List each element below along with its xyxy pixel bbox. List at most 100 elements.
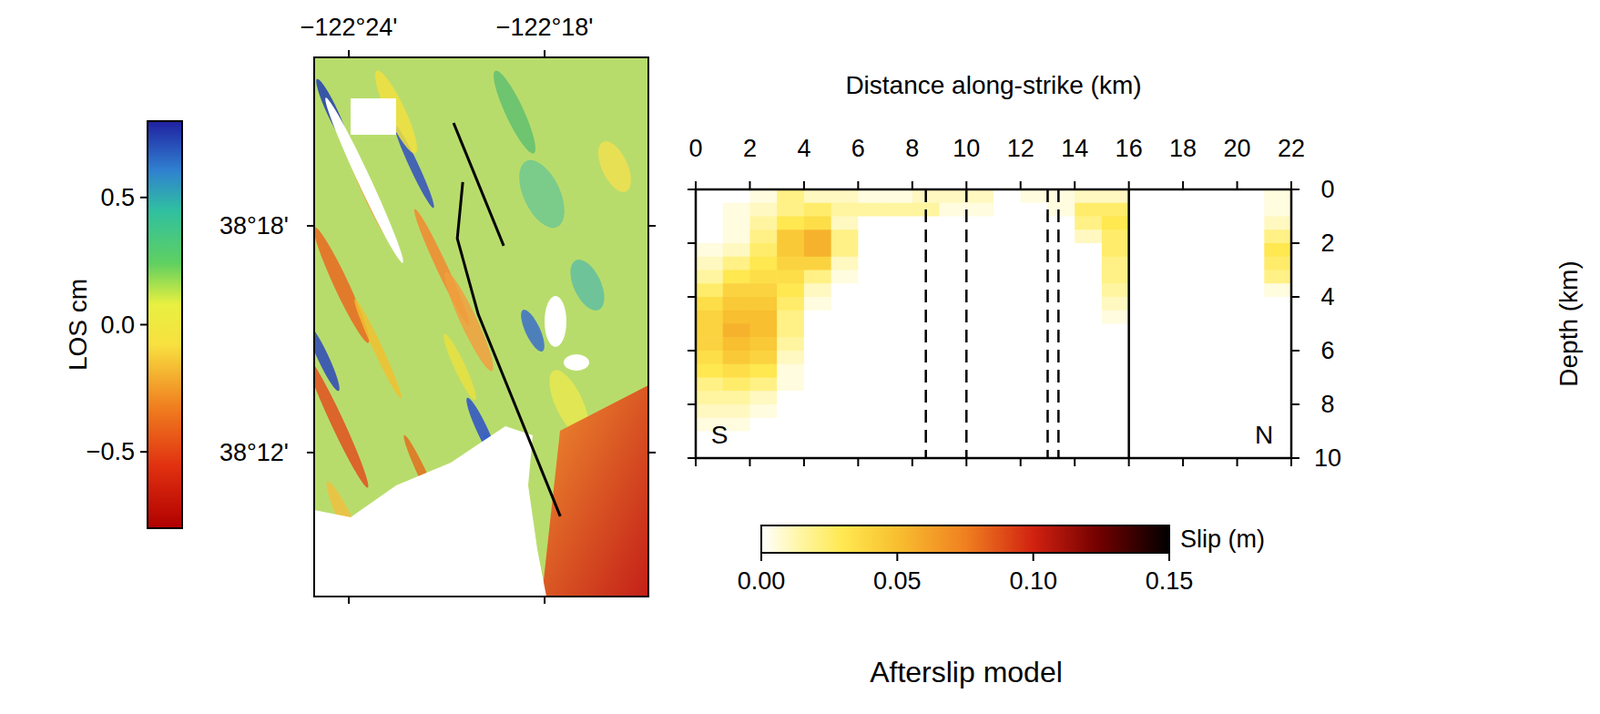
slip-cell (1020, 243, 1049, 257)
slip-cell (1210, 310, 1238, 325)
slip-cell (1237, 310, 1265, 325)
slip-cell (993, 417, 1021, 432)
slip-cell (831, 229, 859, 244)
slip-cell (749, 377, 777, 392)
slip-cell (1047, 189, 1075, 204)
y-tick-label: 38°12' (219, 438, 289, 467)
slip-cell (1263, 364, 1292, 378)
slip-cell (1155, 243, 1183, 257)
slip-cell (1237, 324, 1265, 338)
x-tick (1290, 181, 1293, 190)
x-tick-label: 2 (743, 134, 757, 163)
slip-cell (1074, 404, 1102, 418)
slip-cell (776, 229, 805, 244)
slip-cell (776, 324, 805, 338)
slip-cell (1047, 216, 1075, 231)
slip-cell (1182, 417, 1211, 432)
x-tick (748, 181, 751, 190)
slip-cell (857, 229, 886, 244)
slip-cell (831, 256, 859, 271)
slip-cell (1101, 336, 1130, 351)
x-tick (1236, 458, 1239, 467)
slip-cell (776, 336, 805, 351)
slip-cell (1129, 350, 1157, 365)
slip-cell (776, 377, 805, 392)
slip-cell (723, 324, 751, 338)
slip-cell (1074, 256, 1102, 271)
colorbar-tick-label: 0.00 (737, 567, 786, 595)
slip-cell (1263, 283, 1292, 297)
slip-cell (857, 310, 886, 325)
annotation: S (711, 420, 729, 449)
slip-cell (1047, 256, 1075, 271)
slip-cell (885, 417, 913, 432)
slip-cell (1210, 390, 1238, 405)
slip-cell (993, 364, 1021, 378)
slip-cell (1237, 283, 1265, 297)
segment-boundary (1046, 189, 1050, 459)
slip-cell (749, 283, 777, 297)
slip-cell (804, 417, 832, 432)
slip-cell (1155, 256, 1183, 271)
slip-cell (695, 310, 724, 325)
slip-cell (804, 350, 832, 365)
slip-cell (1155, 364, 1183, 378)
x-tick-label: 16 (1115, 134, 1143, 163)
x-tick-label: 10 (952, 134, 980, 163)
slip-cell (857, 350, 886, 365)
slip-cell (1129, 256, 1157, 271)
slip-cell (939, 364, 968, 378)
slip-cell (695, 364, 724, 378)
slip-cell (993, 444, 1021, 459)
slip-cell (1210, 270, 1238, 285)
x-axis-title: Distance along-strike (km) (845, 71, 1142, 100)
slip-cell (723, 310, 751, 325)
colorbar-tick (760, 552, 763, 561)
slip-cell (885, 377, 913, 392)
slip-cell (723, 350, 751, 365)
slip-cell (1182, 256, 1211, 271)
slip-cell (885, 444, 913, 459)
slip-cell (1074, 229, 1102, 244)
map-lake (544, 295, 567, 347)
slip-cell (857, 216, 886, 231)
x-tick (1182, 458, 1184, 467)
slip-cell (1237, 270, 1265, 285)
slip-cell (1101, 256, 1130, 271)
slip-cell (723, 189, 751, 204)
x-tick (1128, 181, 1131, 190)
slip-cell (1047, 229, 1075, 244)
slip-cell (1263, 216, 1292, 231)
slip-cell (1237, 364, 1265, 378)
slip-cell (966, 444, 994, 459)
slip-cell (723, 203, 751, 217)
slip-cell (749, 256, 777, 271)
slip-cell (1182, 296, 1211, 311)
slip-cell (1237, 390, 1265, 405)
slip-cell (1237, 189, 1265, 204)
slip-cell (993, 243, 1021, 257)
slip-cell (695, 377, 724, 392)
slip-cell (885, 364, 913, 378)
x-tick (543, 596, 546, 604)
colorbar-tick-label: 0.15 (1145, 567, 1194, 595)
slip-cell (804, 283, 832, 297)
slip-cell (1155, 270, 1183, 285)
slip-cell (1047, 296, 1075, 311)
slip-cell (1129, 243, 1157, 257)
slip-cell (1074, 216, 1102, 231)
slip-cell (1263, 243, 1292, 257)
slip-cell (776, 283, 805, 297)
slip-cell (1182, 444, 1211, 459)
heatmap-cells (695, 189, 1292, 459)
slip-cell (1182, 324, 1211, 338)
slip-cell (885, 283, 913, 297)
slip-cell (1020, 377, 1049, 392)
slip-cell (993, 283, 1021, 297)
slip-cell (1129, 444, 1157, 459)
slip-cell (804, 243, 832, 257)
slip-cell (776, 431, 805, 446)
slip-cell (966, 350, 994, 365)
slip-cell (1155, 229, 1183, 244)
slip-cell (1210, 216, 1238, 231)
